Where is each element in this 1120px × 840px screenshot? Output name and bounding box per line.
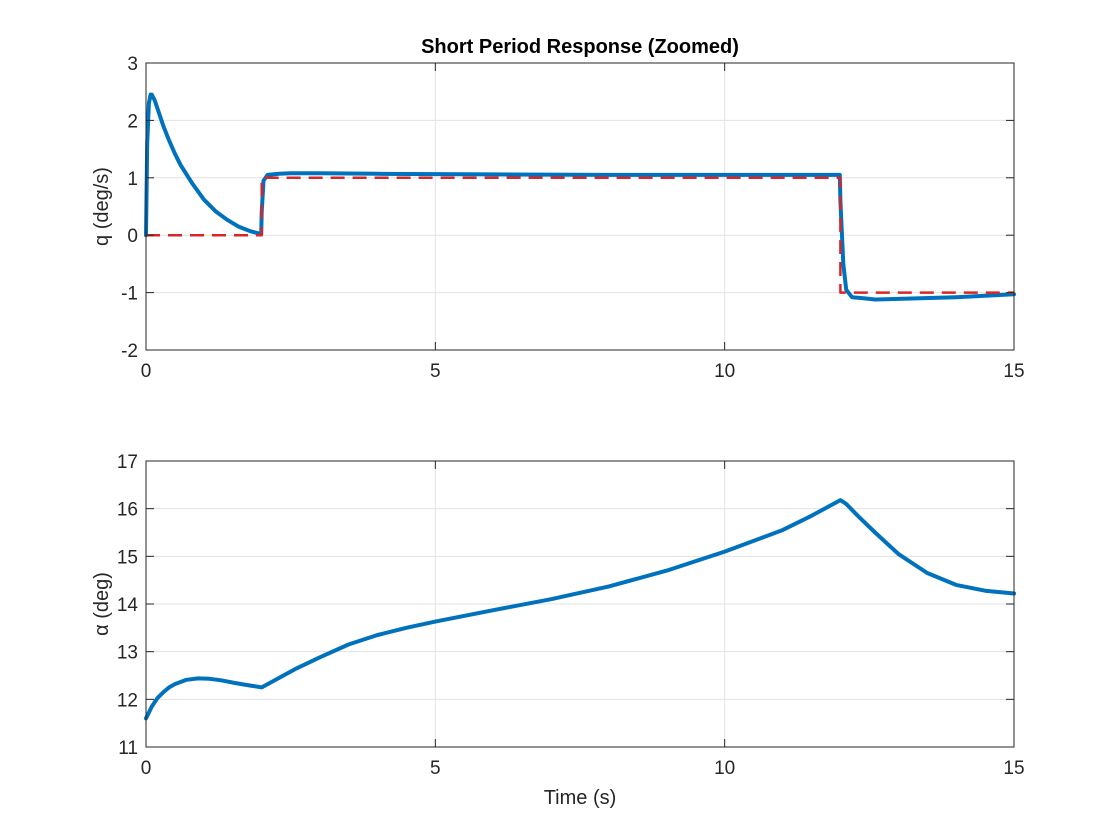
x-tick-label: 10 <box>714 758 735 779</box>
series-layer <box>144 498 1016 721</box>
x-tick-label: 0 <box>141 758 152 779</box>
tick-layer: 0 5 10 15 -2 -1 0 1 2 3 <box>121 54 1024 382</box>
y-tick-label: 16 <box>117 500 138 521</box>
grid-lines <box>145 460 1015 748</box>
x-tick-label: 10 <box>714 361 735 382</box>
response-line <box>144 92 1016 302</box>
x-tick-label: 5 <box>430 758 441 779</box>
y-tick-label: 1 <box>127 169 138 190</box>
y-tick-label: 15 <box>117 547 138 568</box>
y-axis-label: q (deg/s) <box>91 167 113 246</box>
x-tick-label: 5 <box>430 361 441 382</box>
y-tick-label: 12 <box>117 690 138 711</box>
axes-alpha-response: 0 5 10 15 11 12 13 14 15 16 17 α (deg) Time (s) <box>91 452 1025 809</box>
y-tick-label: 14 <box>117 595 139 616</box>
y-axis-label: α (deg) <box>91 572 113 636</box>
y-tick-label: 2 <box>127 111 138 132</box>
x-tick-label: 15 <box>1003 361 1024 382</box>
y-tick-label: -1 <box>121 284 138 305</box>
y-tick-label: 0 <box>127 226 138 247</box>
x-tick-label: 15 <box>1003 758 1024 779</box>
grid-lines <box>145 62 1015 351</box>
axes-q-response: 0 5 10 15 -2 -1 0 1 2 3 Short Period Response (Zo… <box>91 36 1025 382</box>
y-tick-label: -2 <box>121 341 138 362</box>
y-tick-label: 3 <box>127 54 138 75</box>
series-layer <box>144 92 1016 302</box>
chart-title: Short Period Response (Zoomed) <box>421 36 739 58</box>
reference-line <box>146 176 1014 294</box>
y-tick-label: 13 <box>117 643 138 664</box>
y-tick-label: 17 <box>117 452 138 473</box>
response-line <box>144 498 1016 721</box>
y-tick-label: 11 <box>118 738 138 759</box>
axes-box <box>145 62 1015 351</box>
tick-layer: 0 5 10 15 11 12 13 14 15 16 17 <box>117 452 1025 779</box>
x-axis-label: Time (s) <box>544 787 617 809</box>
x-tick-label: 0 <box>141 361 152 382</box>
